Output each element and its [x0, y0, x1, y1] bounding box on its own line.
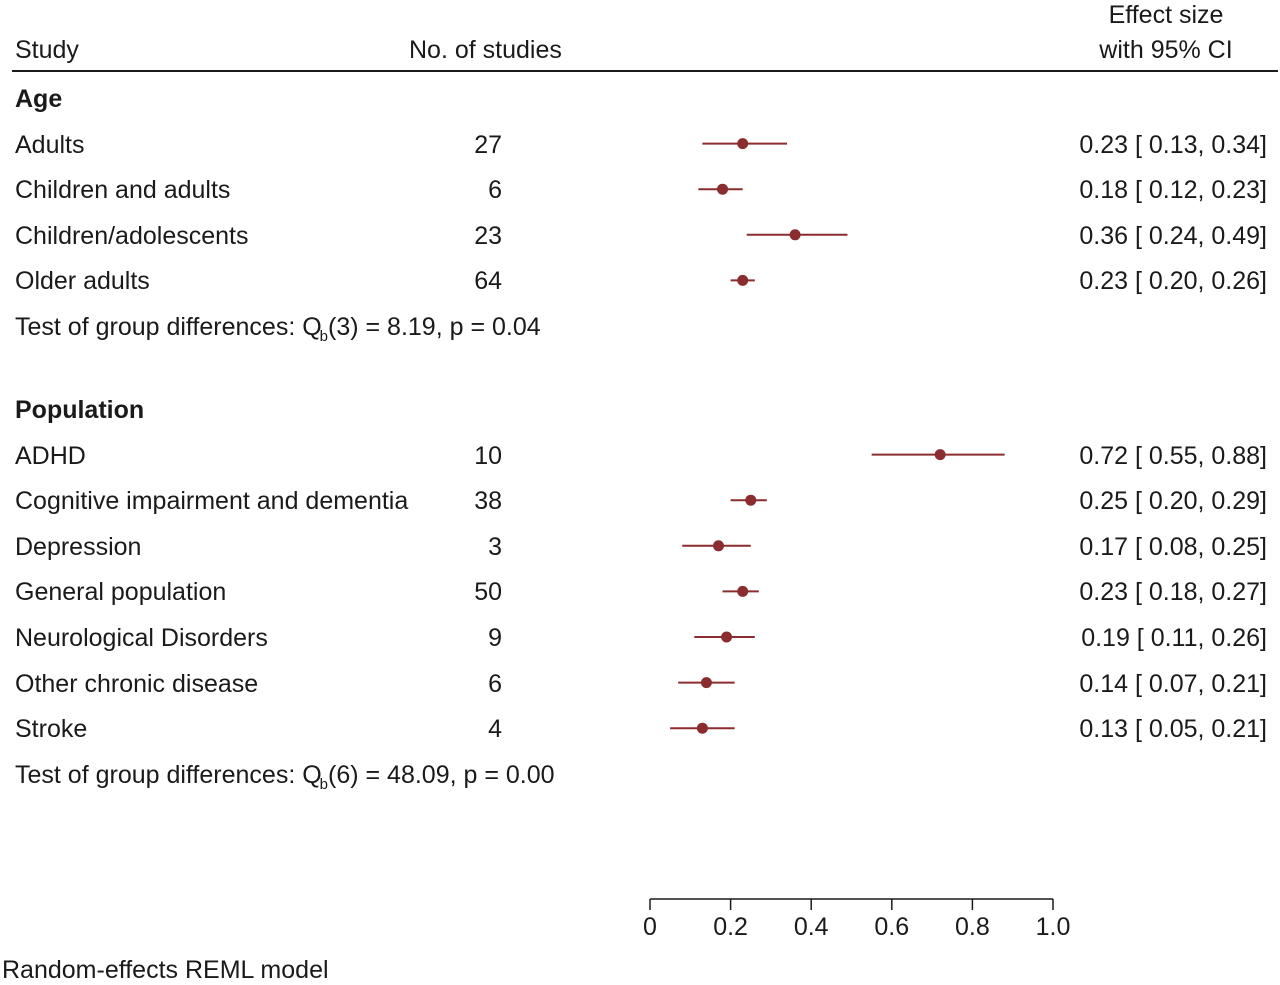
group-heading: Age	[15, 85, 63, 113]
x-tick-label: 1.0	[1036, 913, 1071, 941]
effect-marker	[713, 540, 725, 552]
x-tick-label: 0.8	[955, 913, 990, 941]
test-subscript: b	[319, 328, 328, 345]
test-prefix: Test of group differences: Q	[15, 760, 322, 789]
header-no-of-studies: No. of studies	[409, 36, 562, 64]
effect-marker	[737, 585, 749, 597]
study-count: 38	[474, 487, 502, 516]
effect-marker	[934, 449, 946, 461]
effect-marker	[737, 138, 749, 150]
study-label: General population	[15, 578, 227, 607]
test-suffix: (3) = 8.19, p = 0.04	[328, 313, 541, 341]
study-label: Cognitive impairment and dementia	[15, 487, 409, 516]
study-count: 4	[488, 715, 502, 744]
test-prefix: Test of group differences: Q	[15, 313, 322, 341]
study-count: 3	[488, 532, 502, 561]
group-difference-test: Test of group differences: Qb(6) = 48.09…	[15, 760, 555, 800]
group-heading: Population	[15, 396, 145, 424]
study-count: 27	[474, 130, 502, 159]
study-count: 6	[488, 669, 502, 698]
effect-marker	[737, 274, 749, 286]
effect-ci-text: 0.36 [ 0.24, 0.49]	[1079, 221, 1267, 250]
effect-ci-text: 0.18 [ 0.12, 0.23]	[1079, 176, 1267, 205]
effect-ci-text: 0.23 [ 0.18, 0.27]	[1079, 578, 1267, 607]
study-label: Stroke	[15, 715, 88, 744]
study-label: Depression	[15, 532, 142, 561]
study-label: Adults	[15, 130, 85, 159]
x-tick-label: 0.4	[794, 913, 829, 941]
header-rule	[12, 70, 1278, 72]
study-count: 64	[474, 267, 502, 296]
header-effect-size-line1: Effect size	[1108, 1, 1224, 29]
group-difference-test: Test of group differences: Qb(3) = 8.19,…	[15, 312, 541, 352]
effect-ci-text: 0.23 [ 0.20, 0.26]	[1079, 267, 1267, 296]
effect-marker	[696, 722, 708, 734]
effect-ci-text: 0.13 [ 0.05, 0.21]	[1079, 715, 1267, 744]
effect-marker	[789, 229, 801, 241]
effect-marker	[745, 494, 757, 506]
effect-marker	[721, 631, 733, 643]
effect-ci-text: 0.23 [ 0.13, 0.34]	[1079, 130, 1267, 159]
effect-ci-text: 0.19 [ 0.11, 0.26]	[1081, 624, 1267, 652]
test-subscript: b	[319, 775, 328, 793]
study-label: Children and adults	[15, 176, 231, 205]
effect-ci-text: 0.25 [ 0.20, 0.29]	[1079, 487, 1267, 516]
study-label: Children/adolescents	[15, 221, 249, 250]
effect-marker	[717, 183, 729, 195]
x-tick-label: 0.6	[874, 913, 909, 941]
study-count: 50	[474, 578, 502, 607]
study-label: Older adults	[15, 267, 150, 296]
study-count: 9	[488, 624, 502, 652]
study-label: Neurological Disorders	[15, 624, 268, 652]
x-tick-label: 0	[643, 913, 657, 941]
effect-ci-text: 0.72 [ 0.55, 0.88]	[1079, 441, 1267, 470]
x-tick-label: 0.2	[713, 913, 748, 941]
study-count: 23	[474, 221, 502, 250]
study-label: Other chronic disease	[15, 669, 259, 698]
study-count: 6	[488, 176, 502, 205]
effect-marker	[700, 677, 712, 689]
header-study: Study	[15, 36, 79, 64]
effect-ci-text: 0.14 [ 0.07, 0.21]	[1079, 669, 1267, 698]
effect-ci-text: 0.17 [ 0.08, 0.25]	[1079, 532, 1267, 561]
header-effect-size-line2: with 95% CI	[1099, 36, 1233, 64]
model-note: Random-effects REML model	[2, 956, 329, 984]
test-suffix: (6) = 48.09, p = 0.00	[328, 760, 555, 789]
study-count: 10	[474, 441, 502, 470]
study-label: ADHD	[15, 441, 86, 470]
